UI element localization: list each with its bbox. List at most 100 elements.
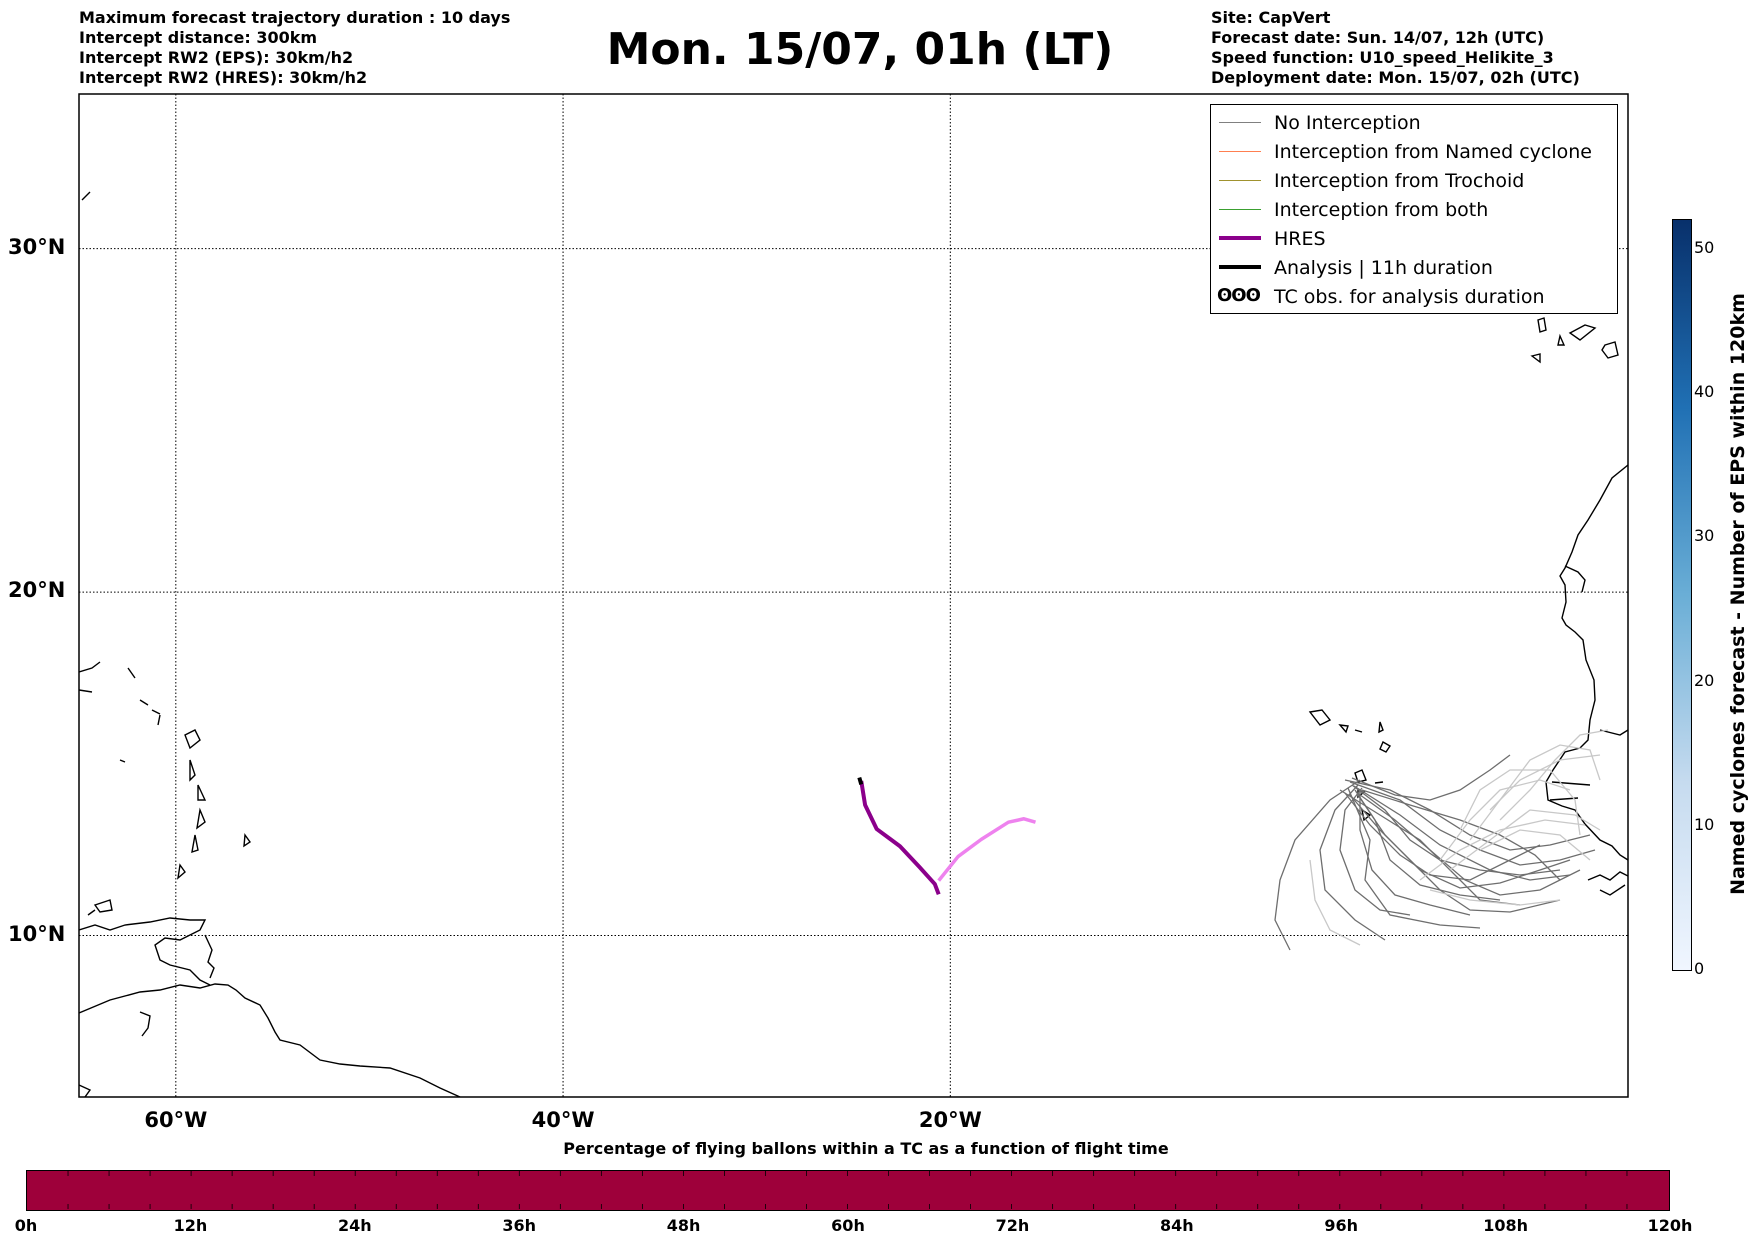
legend-label: No Interception bbox=[1274, 112, 1421, 134]
flight-time-tick: 48h bbox=[666, 1216, 701, 1235]
map-legend: No Interception Interception from Named … bbox=[1210, 104, 1618, 314]
header-right-line: Speed function: U10_speed_Helikite_3 bbox=[1211, 48, 1554, 67]
map-frame bbox=[78, 93, 1629, 1098]
header-left-line: Intercept distance: 300km bbox=[79, 28, 318, 47]
legend-entry: HRES bbox=[1211, 225, 1617, 253]
lat-label: 10°N bbox=[8, 921, 66, 946]
flight-time-tick: 84h bbox=[1159, 1216, 1194, 1235]
legend-label: Interception from Named cyclone bbox=[1274, 141, 1592, 163]
coastlines bbox=[79, 191, 1628, 1097]
header-right-line: Site: CapVert bbox=[1211, 8, 1331, 27]
trajectory-eps bbox=[1351, 754, 1511, 801]
legend-swatch bbox=[1219, 236, 1261, 240]
legend-swatch bbox=[1219, 209, 1261, 210]
trajectory-hres bbox=[859, 780, 941, 896]
flight-time-tick: 0h bbox=[14, 1216, 38, 1235]
lat-label: 30°N bbox=[8, 234, 66, 259]
island-curacao bbox=[87, 899, 113, 916]
legend-swatch bbox=[1219, 180, 1261, 181]
flight-time-bar-ticks bbox=[67, 1171, 1628, 1209]
colorbar bbox=[1672, 219, 1692, 971]
trajectory-eps bbox=[1339, 789, 1521, 906]
legend-label: Interception from Trochoid bbox=[1274, 170, 1525, 192]
colorbar-tick: 40 bbox=[1694, 382, 1715, 402]
trajectory-eps-light bbox=[1479, 829, 1591, 861]
legend-entry: Analysis | 11h duration bbox=[1211, 254, 1617, 282]
flight-time-tick: 108h bbox=[1483, 1216, 1528, 1235]
trajectory-eps-light bbox=[1449, 809, 1601, 871]
legend-label: Interception from both bbox=[1274, 199, 1489, 221]
lon-label: 60°W bbox=[144, 1108, 208, 1132]
trajectory-eps bbox=[1319, 784, 1386, 941]
colorbar-tick: 50 bbox=[1694, 237, 1715, 257]
legend-entry: Interception from Trochoid bbox=[1211, 167, 1617, 195]
tc-obs-icon: ʘʘʘ bbox=[1217, 285, 1261, 306]
island-cape-verde bbox=[1308, 709, 1391, 822]
trajectory-eps-light bbox=[1499, 729, 1609, 821]
header-right: Site: CapVert Forecast date: Sun. 14/07,… bbox=[1211, 8, 1580, 88]
island-lesser-antilles bbox=[127, 667, 251, 880]
header-right-line: Forecast date: Sun. 14/07, 12h (UTC) bbox=[1211, 28, 1545, 47]
coastline-south-america bbox=[79, 983, 461, 1097]
trajectory-eps bbox=[1359, 790, 1471, 916]
colorbar-tick: 20 bbox=[1694, 670, 1715, 690]
header-left-line: Intercept RW2 (HRES): 30km/h2 bbox=[79, 68, 368, 87]
trajectory-eps-light bbox=[1459, 769, 1581, 836]
header-left-line: Maximum forecast trajectory duration : 1… bbox=[79, 8, 511, 27]
coastline-venezuela bbox=[79, 917, 211, 986]
eps-trajectories bbox=[1274, 729, 1609, 951]
header-left: Maximum forecast trajectory duration : 1… bbox=[79, 8, 510, 88]
trajectory-eps bbox=[1344, 779, 1591, 851]
colorbar-label: Named cyclones forecast - Number of EPS … bbox=[1727, 293, 1749, 895]
legend-swatch bbox=[1219, 265, 1261, 269]
lon-label: 20°W bbox=[918, 1108, 982, 1132]
legend-entry: Interception from both bbox=[1211, 196, 1617, 224]
legend-swatch bbox=[1219, 122, 1261, 123]
island-small bbox=[119, 759, 151, 1037]
island-bijagos bbox=[1587, 871, 1628, 896]
flight-time-tick: 96h bbox=[1324, 1216, 1359, 1235]
trajectory-eps bbox=[1353, 785, 1571, 881]
trajectory-eps bbox=[1351, 784, 1561, 876]
hres-trajectory bbox=[857, 777, 1037, 896]
island-bahamas bbox=[79, 191, 101, 693]
trajectory-eps bbox=[1339, 787, 1411, 916]
trajectory-eps-light bbox=[1429, 889, 1561, 906]
bottom-bar-title: Percentage of flying ballons within a TC… bbox=[563, 1139, 1169, 1158]
colorbar-tick: 0 bbox=[1694, 959, 1705, 978]
trajectory-eps bbox=[1357, 794, 1571, 889]
island-trinidad bbox=[204, 934, 215, 979]
flight-time-tick: 12h bbox=[173, 1216, 208, 1235]
header-left-line: Intercept RW2 (EPS): 30km/h2 bbox=[79, 48, 354, 67]
legend-entry: Interception from Named cyclone bbox=[1211, 138, 1617, 166]
graticule bbox=[79, 94, 1628, 1097]
flight-time-tick: 60h bbox=[831, 1216, 865, 1235]
legend-label: TC obs. for analysis duration bbox=[1274, 286, 1545, 308]
legend-entry: ʘʘʘ TC obs. for analysis duration bbox=[1211, 283, 1617, 311]
trajectory-eps bbox=[1274, 779, 1361, 951]
coastline-africa-inlet bbox=[1564, 565, 1586, 593]
flight-time-tick: 36h bbox=[502, 1216, 537, 1235]
coastline-africa bbox=[1545, 464, 1628, 861]
trajectory-eps-light bbox=[1439, 779, 1571, 861]
trajectory-analysis bbox=[857, 777, 864, 785]
legend-swatch bbox=[1219, 151, 1261, 152]
flight-time-bar bbox=[26, 1170, 1670, 1211]
lat-label: 20°N bbox=[8, 578, 66, 603]
island-canary bbox=[1530, 317, 1619, 364]
header-right-line: Deployment date: Mon. 15/07, 02h (UTC) bbox=[1211, 68, 1580, 87]
coastline-gambia bbox=[1549, 729, 1628, 801]
trajectory-eps bbox=[1349, 794, 1561, 913]
flight-time-tick: 120h bbox=[1647, 1216, 1693, 1235]
flight-time-tick: 24h bbox=[337, 1216, 372, 1235]
lon-label: 40°W bbox=[531, 1108, 595, 1132]
colorbar-tick: 10 bbox=[1694, 814, 1715, 834]
trajectory-eps-light bbox=[1419, 819, 1586, 881]
trajectory-eps bbox=[1347, 787, 1481, 929]
trajectory-eps-light bbox=[1309, 859, 1361, 946]
colorbar-tick: 30 bbox=[1694, 526, 1715, 546]
legend-label: HRES bbox=[1274, 228, 1326, 250]
trajectory-eps bbox=[1361, 789, 1561, 881]
trajectory-eps-light bbox=[1489, 754, 1601, 811]
